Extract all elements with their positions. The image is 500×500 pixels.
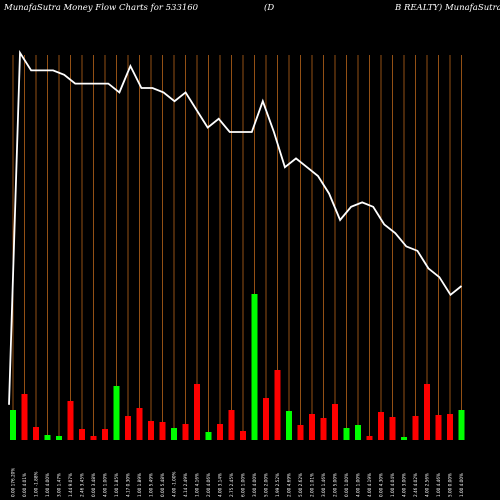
x-tick-label: 2.75 2.45% [229,473,234,497]
volume-bar [228,410,235,440]
volume-bar [113,386,120,440]
x-tick-label: 1.00 -1.88% [34,472,39,497]
x-tick-label: 4.00 3.14% [218,473,223,497]
x-tick-label: 0.00 3.48% [91,473,96,497]
x-tick-label: 0.00 4.01% [22,473,27,497]
volume-bar [44,435,51,440]
x-tick-label: 0.00 4.30% [379,473,384,497]
x-tick-label: 0.00 1.00% [344,473,349,497]
x-tick-label: 1.00 1.85% [114,473,119,497]
volume-bar [378,412,384,440]
volume-bar [148,421,154,440]
volume-bar [10,410,16,440]
x-tick-label: 6.00 1.00% [241,473,246,497]
volume-bar [21,394,28,440]
volume-bar [447,414,453,440]
x-tick-label: 4.00 4.19% [367,473,372,497]
volume-bar [343,428,350,440]
volume-bar [56,436,62,440]
volume-bar [332,404,338,440]
x-tick-label: 1.44 9.07% [68,473,73,497]
volume-bar [33,427,39,440]
x-tick-label: 2.46 4.02% [413,473,418,497]
x-tick-label: 0.00 5.48% [160,473,165,497]
volume-bar [401,437,407,440]
x-tick-label: 3.00 4.00% [252,473,257,497]
volume-bar [251,294,258,440]
volume-bar [171,428,177,440]
x-tick-label: 5.00 2.62% [298,473,303,497]
volume-bar [297,425,304,440]
price-line [8,49,463,405]
volume-bar [79,429,85,440]
x-tick-label: 2.46 3.45% [80,473,85,497]
volume-bar [217,424,223,440]
x-tick-label: 3.00 1.46% [321,473,326,497]
volume-bar [263,398,269,440]
volume-bar [412,416,419,440]
volume-bar [136,408,143,440]
x-tick-label: 1.00 5.49% [149,473,154,497]
volume-bar [355,425,361,440]
volume-bar [194,384,200,440]
x-tick-label: 4.00 2.56% [425,473,430,497]
x-tick-label: 4.00 -1.00% [172,472,177,497]
volume-bar [286,411,292,440]
x-tick-label: 2.00 1.01% [310,473,315,497]
x-tick-label: 4.00 1.00% [356,473,361,497]
x-tick-label: 5.00 0.00% [448,473,453,497]
volume-bar [366,436,373,440]
volume-bar [389,417,396,440]
volume-bar [159,422,166,440]
x-tick-label: 0.00 176.20% [11,468,16,497]
x-tick-label: 2.00 5.00% [333,473,338,497]
chart-title-part: (D [264,3,275,13]
x-tick-label: 2.00 4.69% [287,473,292,497]
x-tick-label: 1.00 4.16% [195,473,200,497]
volume-bar [102,429,108,440]
volume-bar [424,384,430,440]
x-tick-label: 4.17 0.30% [126,473,131,497]
x-tick-label: 1.00 4.46% [436,473,441,497]
volume-bar [67,401,74,440]
volume-bar [435,415,442,440]
volume-bar [90,436,97,440]
x-tick-label: 4.00 3.00% [402,473,407,497]
x-tick-label: 3.00 1.47% [57,473,62,497]
volume-bar [309,414,315,440]
x-tick-label: 1.00 4.04% [390,473,395,497]
volume-bar [320,418,327,440]
x-tick-label: 5.00 2.00% [264,473,269,497]
volume-bar [458,410,465,440]
site-name: B REALTY) MunafaSutra.com [395,3,500,13]
volume-bar [125,416,131,440]
volume-bar [274,370,281,440]
chart-title: MunafaSutra Money Flow Charts for 533160 [4,3,199,13]
x-tick-label: 4.00 1.00% [103,473,108,497]
x-tick-label: 4.14 2.49% [183,473,188,497]
x-tick-label: 1.00 4.00% [459,473,464,497]
x-tick-label: 1.99 2.52% [275,473,280,497]
volume-bar [182,424,189,440]
volume-bar [240,431,246,440]
volume-bar [205,432,212,440]
x-tick-label: 2.00 4.06% [206,473,211,497]
x-tick-label: 1.00 4.00% [45,473,50,497]
x-tick-label: 1.00 1.89% [137,473,142,497]
